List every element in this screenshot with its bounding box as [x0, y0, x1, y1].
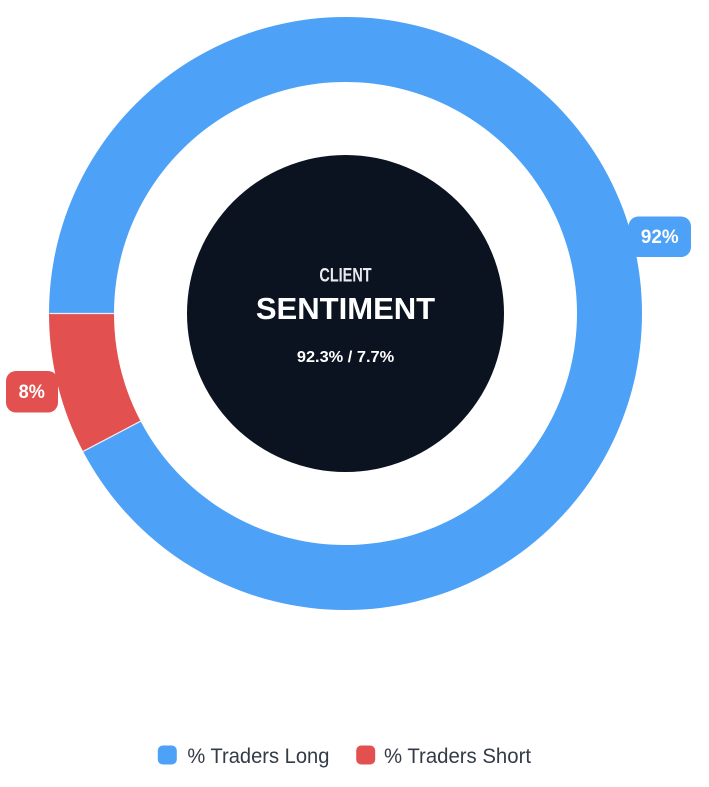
- svg-text:CLIENT: CLIENT: [319, 265, 371, 287]
- svg-text:92%: 92%: [641, 227, 679, 248]
- svg-text:% Traders Short: % Traders Short: [384, 745, 531, 768]
- svg-text:8%: 8%: [19, 381, 45, 403]
- svg-text:SENTIMENT: SENTIMENT: [256, 291, 435, 326]
- svg-text:% Traders Long: % Traders Long: [187, 745, 329, 768]
- svg-text:92.3% / 7.7%: 92.3% / 7.7%: [297, 349, 395, 366]
